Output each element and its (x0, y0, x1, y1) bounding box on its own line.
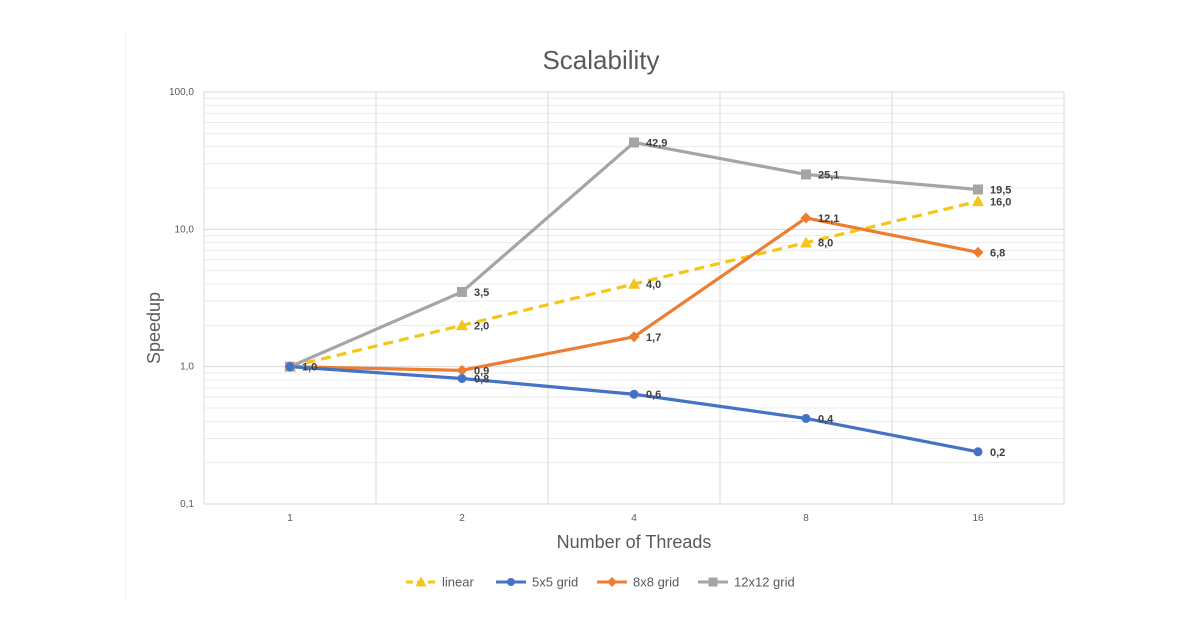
data-label-12x12-grid: 42,9 (646, 137, 667, 149)
legend: linear 5x5 grid 8x8 grid 12x12 grid (406, 575, 795, 590)
data-label-5x5-grid: 0,2 (990, 447, 1005, 459)
marker-8x8-grid (456, 364, 468, 376)
x-axis-title: Number of Threads (557, 532, 712, 552)
marker-12x12-grid (973, 184, 983, 195)
marker-5x5-grid (629, 389, 639, 399)
marker-8x8-grid (628, 331, 640, 343)
marker-5x5-grid (457, 374, 467, 384)
series-line-5x5-grid (289, 365, 979, 454)
data-labels: 1,0 2,0 4,0 8,0 16,0 0,8 0,6 0,4 0,2 0,9 1,7 12,1 6,… (302, 137, 1011, 458)
legend-entry: 12x12 grid (698, 575, 795, 590)
x-tick-label: 4 (631, 513, 637, 524)
legend-entry: 8x8 grid (597, 575, 679, 590)
data-label-8x8-grid: 6,8 (990, 247, 1005, 259)
data-label-linear: 8,0 (818, 238, 833, 250)
y-tick-label: 0,1 (180, 499, 194, 510)
marker-5x5-grid (285, 362, 295, 372)
y-tick-label: 100,0 (169, 87, 194, 98)
legend-label: linear (442, 575, 474, 590)
data-label-linear: 4,0 (646, 279, 661, 291)
data-label-5x5-grid: 0,6 (646, 389, 661, 401)
y-tick-label: 10,0 (175, 224, 195, 235)
x-tick-label: 16 (972, 513, 984, 524)
series-line-8x8-grid (289, 216, 979, 372)
legend-label: 12x12 grid (734, 575, 795, 590)
grid-lines (203, 91, 1065, 505)
data-label-5x5-grid: 0,4 (818, 413, 834, 425)
series-lines (289, 140, 979, 454)
marker-12x12-grid (801, 169, 811, 180)
legend-label: 5x5 grid (532, 575, 578, 590)
data-label-5x5-grid: 0,8 (474, 374, 489, 386)
data-label-12x12-grid: 19,5 (990, 185, 1011, 197)
marker-linear (800, 236, 812, 248)
x-tick-label: 8 (803, 513, 809, 524)
marker-5x5-grid (973, 447, 983, 457)
data-label-linear: 16,0 (990, 196, 1011, 208)
legend-label: 8x8 grid (633, 575, 679, 590)
data-label-8x8-grid: 12,1 (818, 213, 839, 225)
legend-entry: linear (406, 575, 474, 590)
marker-linear (456, 319, 468, 331)
marker-12x12-grid (457, 286, 467, 297)
speedup-line-chart: 0,1 1,0 10,0 100,0 1 2 4 8 16 1,0 2,0 4,0 8,0 16,0 0,… (144, 45, 1065, 590)
series-markers (284, 137, 984, 457)
y-tick-label: 1,0 (180, 362, 194, 373)
tick-labels: 0,1 1,0 10,0 100,0 1 2 4 8 16 (169, 87, 984, 524)
legend-marker (507, 578, 515, 586)
chart-title: Scalability (542, 45, 659, 75)
x-tick-label: 2 (459, 513, 465, 524)
data-label-8x8-grid: 0,9 (474, 365, 489, 377)
marker-linear (972, 195, 984, 207)
legend-entry: 5x5 grid (496, 575, 578, 590)
legend-marker (415, 576, 427, 587)
x-tick-label: 1 (287, 513, 293, 524)
chart-area: 0,1 1,0 10,0 100,0 1 2 4 8 16 1,0 2,0 4,0 8,0 16,0 0,… (125, 30, 1076, 600)
data-label-12x12-grid: 3,5 (474, 287, 489, 299)
legend-marker (607, 577, 617, 587)
marker-12x12-grid (629, 137, 639, 148)
marker-linear (628, 277, 640, 289)
marker-8x8-grid (800, 212, 812, 224)
y-axis-title: Speedup (144, 292, 164, 364)
data-label-linear: 1,0 (302, 362, 317, 374)
marker-8x8-grid (972, 246, 984, 258)
marker-5x5-grid (801, 413, 811, 423)
data-label-12x12-grid: 25,1 (818, 169, 839, 181)
data-label-linear: 2,0 (474, 320, 489, 332)
data-label-8x8-grid: 1,7 (646, 332, 661, 344)
legend-marker (708, 577, 718, 587)
